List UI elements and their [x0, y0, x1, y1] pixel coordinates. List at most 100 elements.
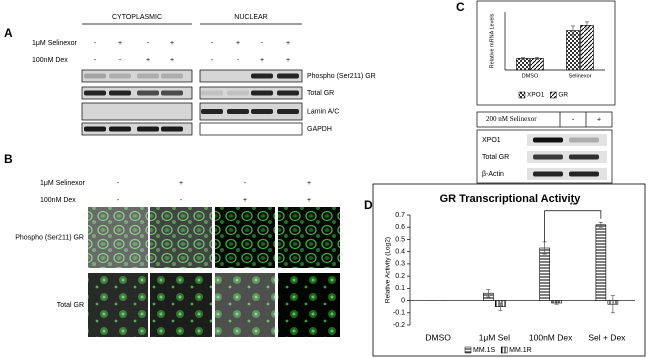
group-header: CYTOPLASMIC [112, 14, 162, 21]
blot-band [161, 126, 183, 132]
blot-band [161, 73, 183, 79]
bar [530, 58, 544, 71]
condition-sign: - [119, 57, 122, 64]
x-tick-label: Sel + Dex [588, 332, 626, 342]
condition-sign: + [170, 57, 174, 64]
y-tick-label: 0.5 [395, 236, 405, 243]
condition-sign: + [146, 57, 150, 64]
band-label: Lamin A/C [307, 108, 339, 115]
condition-sign: - [261, 40, 264, 47]
blot-band [251, 109, 273, 114]
condition-sign: + [286, 40, 290, 47]
legend-swatch [518, 91, 526, 99]
blot-band [533, 137, 563, 143]
condition-label: 1μM Selinexor [40, 180, 86, 187]
y-tick-label: 0.1 [395, 285, 405, 292]
condition-sign: - [211, 57, 214, 64]
y-tick-label: 0.7 [395, 212, 405, 219]
error-bar [585, 21, 589, 30]
blot-band [569, 154, 599, 160]
band-label: β-Actin [482, 171, 504, 178]
y-tick-label: 0.2 [395, 273, 405, 280]
blot-frame [199, 122, 303, 136]
blot-band [569, 171, 599, 177]
panel-letter: C [456, 0, 465, 14]
blot-band [137, 73, 159, 79]
treatment-sign: - [572, 116, 575, 123]
blot-band [201, 109, 223, 114]
condition-sign: - [147, 40, 150, 47]
condition-sign: + [307, 180, 311, 187]
condition-label: 100nM Dex [32, 57, 68, 64]
band-label: Total GR [482, 154, 509, 161]
blot-band [251, 90, 273, 96]
blot-band [251, 73, 273, 79]
y-tick-label: 0.6 [395, 224, 405, 231]
blot-band [277, 73, 299, 79]
condition-sign: + [307, 197, 311, 204]
panel-letter: D [364, 198, 373, 212]
y-tick-label: 0.3 [395, 261, 405, 268]
chart-title: GR Transcriptional Activity [440, 193, 582, 205]
blot-strip [527, 134, 607, 146]
chart-frame [476, 0, 616, 106]
bar [539, 247, 550, 301]
blot-frame [81, 102, 193, 121]
blot-band [84, 126, 106, 132]
blot-band [569, 137, 599, 143]
group-header: NUCLEAR [234, 14, 267, 21]
y-tick-label: 0 [401, 297, 405, 304]
condition-sign: - [180, 197, 183, 204]
bar [516, 58, 530, 71]
micrograph [278, 273, 340, 337]
blot-band [161, 90, 183, 96]
x-tick-label: DMSO [522, 73, 539, 79]
y-tick-label: 0.4 [395, 249, 405, 256]
legend-label: GR [558, 92, 568, 99]
band-label: GAPDH [307, 126, 332, 133]
error-bar [610, 295, 615, 314]
condition-sign: - [237, 57, 240, 64]
condition-sign: + [236, 40, 240, 47]
blot-band [84, 90, 106, 96]
bar [566, 30, 580, 71]
bar [595, 224, 607, 301]
micrograph [150, 273, 212, 337]
condition-sign: + [243, 197, 247, 204]
y-tick-label: -0.1 [393, 310, 405, 317]
blot-strip [527, 168, 607, 180]
significance-label: ** [570, 201, 576, 210]
error-bar [486, 289, 491, 298]
error-bar [521, 57, 525, 60]
micrograph [215, 207, 275, 268]
blot-band [84, 73, 106, 79]
condition-sign: + [170, 40, 174, 47]
micrograph [278, 207, 340, 268]
blot-band [109, 90, 131, 96]
blot-frame [81, 69, 193, 83]
bar [580, 25, 594, 71]
condition-sign: + [179, 180, 183, 187]
condition-sign: - [94, 57, 97, 64]
error-bar [554, 301, 559, 305]
x-tick-label: 100nM Dex [529, 332, 573, 342]
y-axis-label: Relative Activity (Log2) [385, 237, 392, 303]
y-axis-label: Relative mRNA Levels [489, 13, 495, 68]
legend-label: MM.1S [473, 347, 496, 354]
figure-content: A CYTOPLASMIC - + - + - - + + NUCLEAR - + - + - - + +1μM S… [4, 0, 646, 357]
row-label: Phospho (Ser211) GR [15, 234, 84, 241]
significance-bracket [544, 210, 602, 242]
x-tick-label: DMSO [425, 332, 451, 342]
condition-sign: - [211, 40, 214, 47]
legend-swatch [500, 346, 508, 354]
error-bar [535, 57, 539, 60]
condition-sign: + [260, 57, 264, 64]
error-bar [571, 25, 575, 36]
legend-swatch [550, 91, 557, 99]
row-label: Total GR [57, 302, 84, 309]
condition-sign: - [117, 197, 120, 204]
blot-band [109, 73, 131, 79]
blot-band [277, 109, 299, 114]
error-bar [498, 302, 503, 311]
